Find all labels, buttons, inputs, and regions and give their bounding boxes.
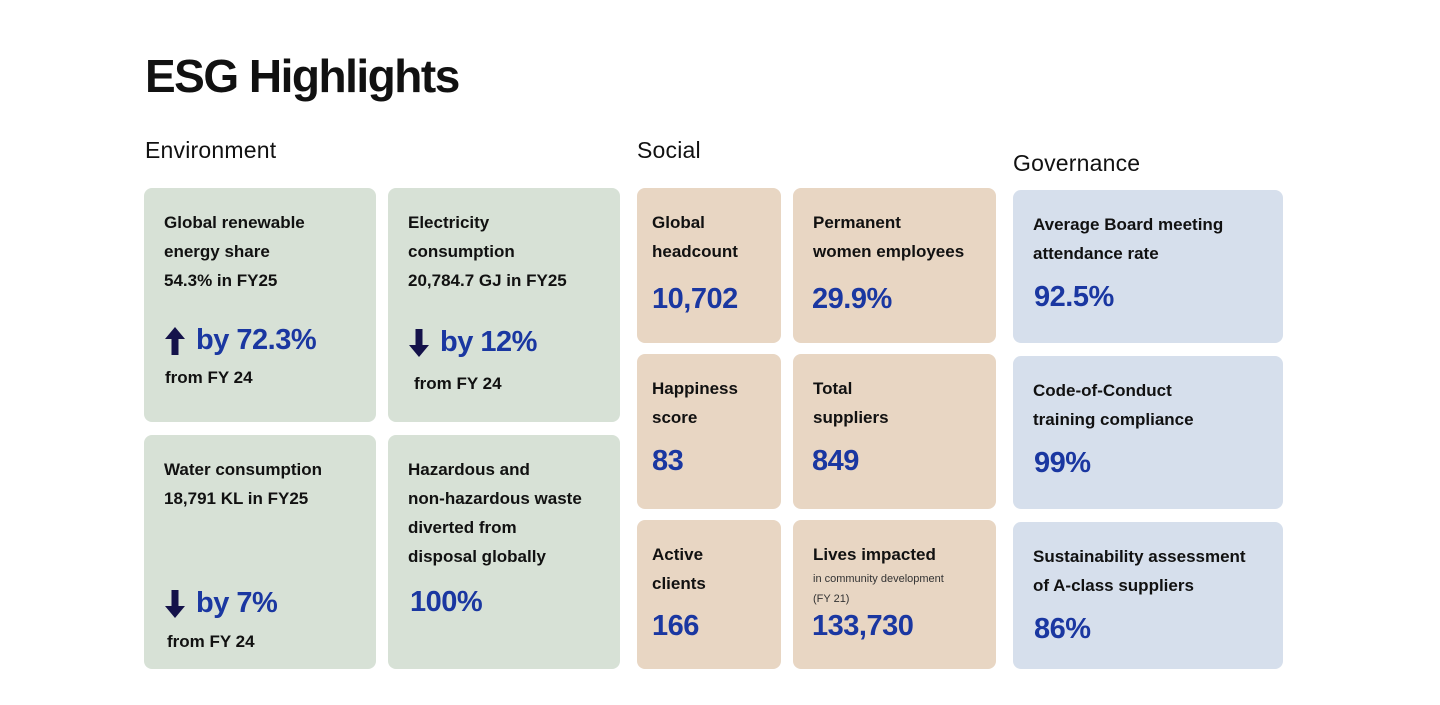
card-value: 83 [652, 445, 684, 477]
card-label: 20,784.7 GJ in FY25 [408, 271, 567, 290]
card-value: 99% [1034, 447, 1091, 479]
card-active-clients: Active clients 166 [637, 520, 781, 669]
section-title-environment: Environment [145, 137, 277, 163]
card-label: consumption [408, 242, 515, 261]
card-code-of-conduct: Code-of-Conduct training compliance 99% [1013, 356, 1283, 509]
card-value: 92.5% [1034, 281, 1114, 313]
card-label: Global renewable [164, 213, 305, 232]
card-lives-impacted: Lives impacted in community development … [793, 520, 996, 669]
card-electricity: Electricity consumption 20,784.7 GJ in F… [388, 188, 620, 422]
card-label: Lives impacted [813, 545, 936, 564]
card-suppliers: Total suppliers 849 [793, 354, 996, 509]
card-label: Total [813, 379, 853, 398]
card-label: headcount [652, 242, 738, 261]
card-supplier-assessment: Sustainability assessment of A-class sup… [1013, 522, 1283, 669]
card-value: 100% [410, 586, 483, 618]
card-headcount: Global headcount 10,702 [637, 188, 781, 343]
card-label: attendance rate [1033, 244, 1159, 263]
section-title-social: Social [637, 137, 701, 163]
card-label: Global [652, 213, 705, 232]
card-value: 86% [1034, 613, 1091, 645]
card-label: training compliance [1033, 410, 1194, 429]
card-label: of A-class suppliers [1033, 576, 1194, 595]
card-value: 166 [652, 610, 699, 642]
card-label: diverted from [408, 518, 517, 537]
card-label: clients [652, 574, 706, 593]
card-label: Permanent [813, 213, 901, 232]
card-sublabel: (FY 21) [813, 593, 850, 605]
arrow-up-icon [165, 326, 185, 355]
card-label: 54.3% in FY25 [164, 271, 278, 290]
card-label: disposal globally [408, 547, 546, 566]
card-label: score [652, 408, 698, 427]
card-value: 133,730 [812, 610, 914, 642]
card-happiness: Happiness score 83 [637, 354, 781, 509]
card-label: energy share [164, 242, 270, 261]
trend-baseline: from FY 24 [414, 374, 502, 393]
trend-baseline: from FY 24 [165, 368, 253, 387]
trend: by 12% [408, 326, 537, 359]
trend-value: by 7% [196, 587, 278, 619]
card-women-employees: Permanent women employees 29.9% [793, 188, 996, 343]
card-value: 10,702 [652, 283, 738, 315]
card-label: Average Board meeting [1033, 215, 1224, 234]
card-sublabel: in community development [813, 573, 944, 585]
trend-value: by 12% [440, 326, 537, 358]
trend: by 72.3% [164, 324, 317, 357]
card-label: Happiness [652, 379, 738, 398]
arrow-down-icon [409, 328, 429, 357]
trend: by 7% [164, 587, 278, 620]
card-label: suppliers [813, 408, 889, 427]
arrow-down-icon [165, 589, 185, 618]
page-title: ESG Highlights [145, 50, 460, 102]
card-label: 18,791 KL in FY25 [164, 489, 309, 508]
card-label: non-hazardous waste [408, 489, 582, 508]
card-label: Active [652, 545, 704, 564]
card-water: Water consumption 18,791 KL in FY25 by 7… [144, 435, 376, 669]
card-renewable-energy: Global renewable energy share 54.3% in F… [144, 188, 376, 422]
card-value: 29.9% [812, 283, 892, 315]
card-board-attendance: Average Board meeting attendance rate 92… [1013, 190, 1283, 343]
card-value: 849 [812, 445, 859, 477]
card-label: women employees [813, 242, 965, 261]
card-label: Code-of-Conduct [1033, 381, 1172, 400]
card-label: Electricity [408, 213, 490, 232]
card-label: Water consumption [164, 460, 323, 479]
card-label: Sustainability assessment [1033, 547, 1246, 566]
trend-baseline: from FY 24 [167, 632, 255, 651]
section-title-governance: Governance [1013, 150, 1141, 176]
card-waste: Hazardous and non-hazardous waste divert… [388, 435, 620, 669]
trend-value: by 72.3% [196, 324, 317, 356]
card-label: Hazardous and [408, 460, 530, 479]
